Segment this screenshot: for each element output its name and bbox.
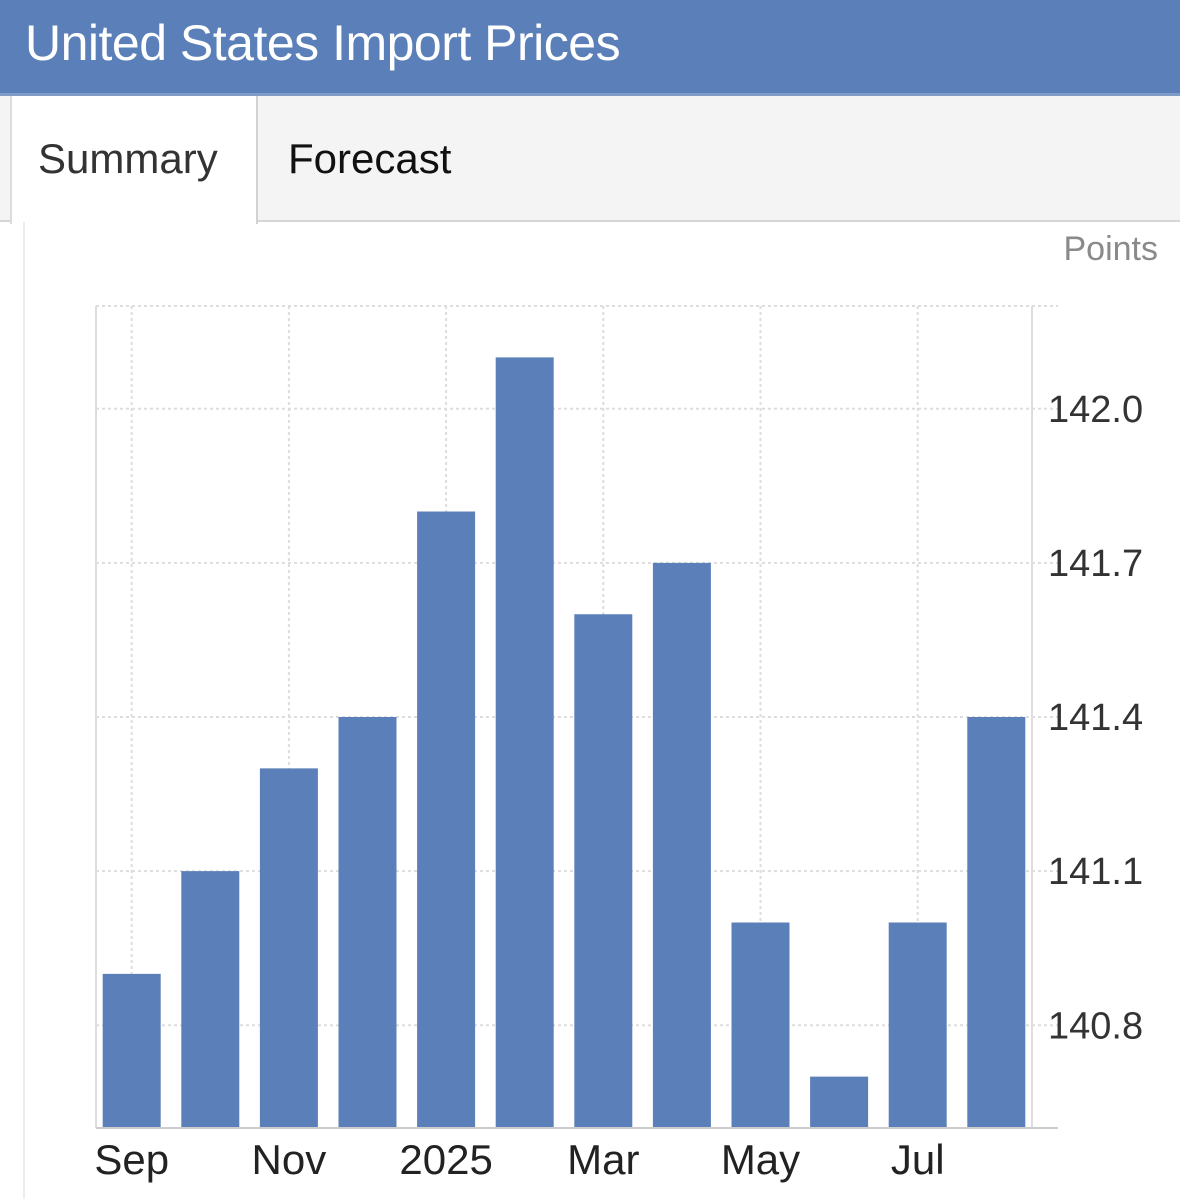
bar	[495, 357, 554, 1128]
bar	[259, 768, 318, 1128]
chart-area: 140.8 141.1 141.4 141.7 142.0 Sep Nov 2025 Mar Ma…	[0, 222, 1180, 1199]
bar-layer	[102, 357, 1026, 1128]
bar	[888, 922, 947, 1128]
bar	[574, 614, 633, 1128]
x-tick-label: Mar	[567, 1136, 639, 1183]
y-tick-label: 141.4	[1048, 697, 1143, 739]
bar-chart: 140.8 141.1 141.4 141.7 142.0 Sep Nov 2025 Mar Ma…	[94, 230, 1159, 1183]
bar	[102, 973, 161, 1128]
y-tick-label: 142.0	[1048, 389, 1143, 431]
panel-divider	[23, 222, 25, 1199]
bar	[731, 922, 790, 1128]
y-tick-label: 140.8	[1048, 1005, 1143, 1047]
page-title: United States Import Prices	[25, 15, 621, 71]
x-tick-label: May	[721, 1136, 800, 1183]
y-tick-label: 141.7	[1048, 543, 1143, 585]
x-tick-label: Sep	[94, 1136, 169, 1183]
tab-strip: Summary Forecast	[0, 96, 1180, 224]
bar	[338, 717, 397, 1128]
unit-label: Points	[1064, 230, 1159, 268]
y-tick-label: 141.1	[1048, 851, 1143, 893]
x-tick-label: Jul	[891, 1136, 945, 1183]
bar	[181, 871, 240, 1128]
axis-layer: 140.8 141.1 141.4 141.7 142.0 Sep Nov 2025 Mar Ma…	[94, 389, 1143, 1183]
bar	[417, 511, 476, 1128]
tab-summary[interactable]: Summary	[10, 96, 258, 224]
x-tick-label: 2025	[399, 1136, 492, 1183]
tab-forecast[interactable]: Forecast	[288, 135, 452, 182]
title-bar: United States Import Prices	[0, 0, 1180, 96]
bar	[810, 1076, 869, 1128]
x-tick-label: Nov	[252, 1136, 327, 1183]
bar	[652, 562, 711, 1128]
bar	[967, 717, 1026, 1128]
